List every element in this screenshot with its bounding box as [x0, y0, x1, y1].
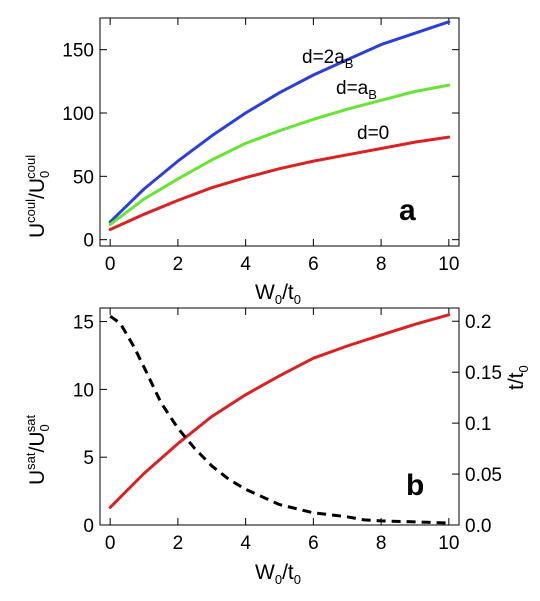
chart-a-y-tick-label: 50 [73, 167, 94, 188]
chart-a-y-tick-label: 0 [83, 231, 94, 252]
chart-b-y-ticks: 0 5 10 15 [73, 313, 107, 537]
chart-a-x-tick-label: 6 [308, 254, 319, 275]
chart-b-x-tick-label: 2 [173, 533, 184, 554]
chart-a-x-ticks: 0 2 4 6 8 10 [105, 18, 459, 275]
chart-b: 0 2 4 6 8 10 0 5 10 15 0.0 0.05 0.1 0.15 0.2 b W0/t0… [23, 307, 531, 587]
chart-a-lines [108, 20, 451, 231]
chart-b-x-tick-label: 10 [438, 533, 459, 554]
chart-a-frame [99, 17, 460, 247]
chart-a-x-tick-label: 8 [376, 254, 387, 275]
chart-a-y-axis-label: Ucoul/U0coul [23, 155, 52, 238]
chart-a-series-label-d2aB: d=2aB [302, 47, 353, 71]
chart-b-lines [108, 313, 451, 525]
chart-a-y-tick-label: 150 [62, 41, 94, 62]
chart-a-y-tick-label: 100 [62, 104, 94, 125]
chart-b-frame [99, 307, 460, 526]
chart-a-x-tick-label: 4 [240, 254, 251, 275]
chart-a-x-tick-label: 10 [438, 254, 459, 275]
chart-a-y-ticks: 0 50 100 150 [62, 41, 459, 252]
chart-b-y-axis-label: Usat/U0sat [23, 415, 52, 485]
chart-b-x-tick-label: 4 [240, 533, 251, 554]
chart-b-y2-tick-label: 0.15 [465, 363, 502, 384]
chart-b-y-tick-label: 0 [83, 516, 94, 537]
chart-b-panel-label: b [406, 469, 424, 502]
chart-b-y2-tick-label: 0.0 [465, 516, 491, 537]
chart-b-y2-ticks: 0.0 0.05 0.1 0.15 0.2 [452, 312, 502, 537]
chart-b-x-axis-label: W0/t0 [255, 561, 301, 587]
chart-b-series-line-1 [109, 314, 449, 525]
chart-a-x-axis-label: W0/t0 [255, 281, 301, 307]
chart-a: 0 2 4 6 8 10 0 50 100 150 d=2aB d=aB d=0 a W0/t0… [23, 17, 460, 307]
chart-a-x-tick-label: 2 [173, 254, 184, 275]
chart-b-y-tick-label: 10 [73, 380, 94, 401]
chart-b-x-tick-label: 0 [105, 533, 116, 554]
chart-b-series-line-0 [108, 313, 451, 509]
chart-b-x-tick-label: 8 [376, 533, 387, 554]
chart-a-series-line-1 [108, 83, 451, 226]
chart-a-x-tick-label: 0 [105, 254, 116, 275]
chart-b-y2-axis-label: t/t0 [505, 365, 531, 390]
chart-a-series-line-0 [108, 20, 451, 224]
chart-b-y-tick-label: 5 [83, 448, 94, 469]
chart-b-x-tick-label: 6 [308, 533, 319, 554]
chart-a-panel-label: a [399, 194, 416, 227]
chart-a-series-label-d0: d=0 [357, 123, 389, 144]
chart-b-y2-tick-label: 0.1 [465, 414, 491, 435]
chart-a-series-label-daB: d=aB [336, 78, 377, 102]
chart-a-series-line-2 [108, 135, 451, 231]
chart-b-y2-tick-label: 0.2 [465, 312, 491, 333]
chart-b-y-tick-label: 15 [73, 313, 94, 334]
chart-b-x-ticks: 0 2 4 6 8 10 [105, 308, 459, 554]
chart-b-y2-tick-label: 0.05 [465, 465, 502, 486]
